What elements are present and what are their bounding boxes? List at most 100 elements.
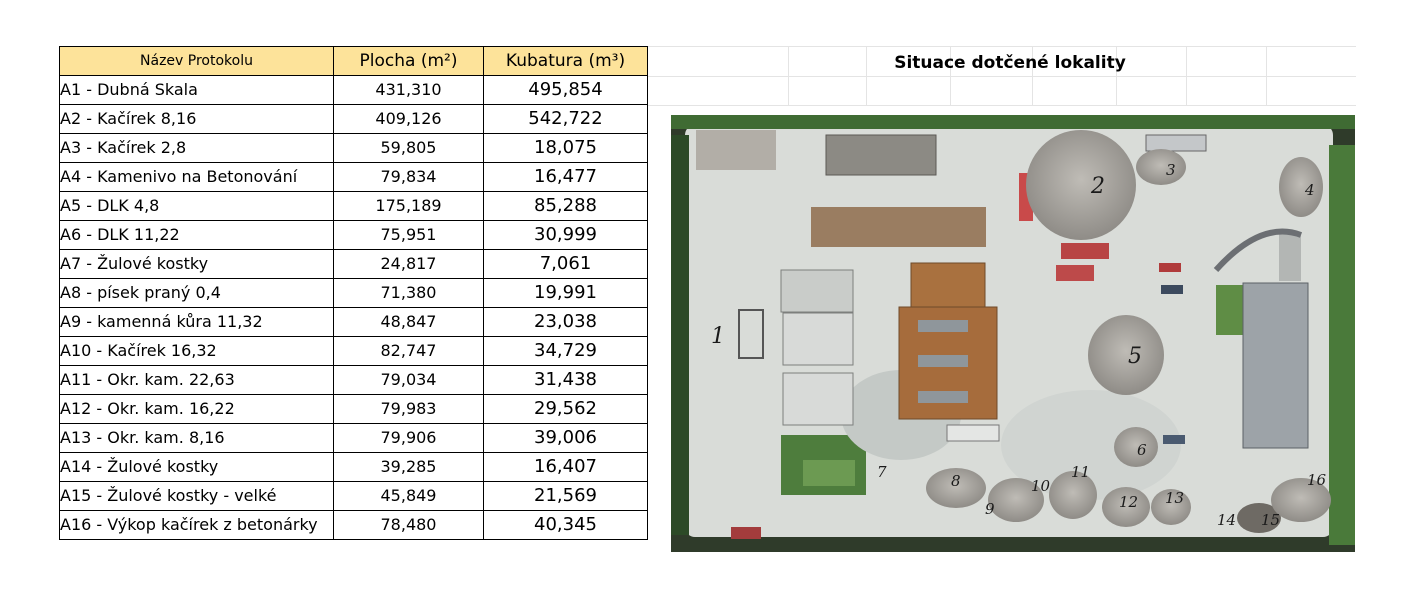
pile-10 [988, 478, 1044, 522]
table-row: A1 - Dubná Skala 431,310 495,854 [59, 75, 648, 105]
car [731, 527, 761, 539]
pile-number-label: 5 [1128, 344, 1142, 369]
cell-area: 78,480 [333, 510, 484, 540]
cell-name: A4 - Kamenivo na Betonování [59, 162, 334, 192]
header-area: Plocha (m²) [333, 46, 484, 76]
cell-volume: 16,407 [483, 452, 648, 482]
map-title: Situace dotčené lokality [894, 53, 1126, 73]
cell-area: 71,380 [333, 278, 484, 308]
cell-area: 79,834 [333, 162, 484, 192]
cell-name: A1 - Dubná Skala [59, 75, 334, 105]
pile-number-label: 6 [1137, 441, 1147, 459]
pile-number-label: 15 [1261, 511, 1280, 529]
truck [1145, 134, 1207, 152]
pond [803, 460, 855, 486]
building-west-1 [780, 269, 854, 313]
solar-panels [918, 320, 968, 332]
cell-volume: 542,722 [483, 104, 648, 134]
pile-number-label: 3 [1166, 161, 1176, 179]
cell-volume: 495,854 [483, 75, 648, 105]
cell-area: 48,847 [333, 307, 484, 337]
solar-panels [918, 355, 968, 367]
table-row: A16 - Výkop kačírek z betonárky 78,480 40,… [59, 510, 648, 540]
pile-number-label: 14 [1217, 511, 1236, 529]
tree-line-right [1329, 145, 1355, 545]
pile-12 [1102, 487, 1150, 527]
table-row: A15 - Žulové kostky - velké 45,849 21,569 [59, 481, 648, 511]
solar-panels [918, 391, 968, 403]
table-row: A5 - DLK 4,8 175,189 85,288 [59, 191, 648, 221]
tank-trailer [1061, 243, 1109, 259]
cell-name: A14 - Žulové kostky [59, 452, 334, 482]
pile-4 [1279, 157, 1323, 217]
table-row: A14 - Žulové kostky 39,285 16,407 [59, 452, 648, 482]
pile-5 [1088, 315, 1164, 395]
lawn-right [1216, 285, 1244, 335]
tree-line-top [671, 115, 1355, 129]
cell-volume: 31,438 [483, 365, 648, 395]
cell-volume: 30,999 [483, 220, 648, 250]
cell-volume: 40,345 [483, 510, 648, 540]
cell-name: A15 - Žulové kostky - velké [59, 481, 334, 511]
tree-line-left [671, 135, 689, 535]
cell-area: 79,034 [333, 365, 484, 395]
pile-number-label: 12 [1119, 493, 1138, 511]
header-volume: Kubatura (m³) [483, 46, 648, 76]
cell-volume: 18,075 [483, 133, 648, 163]
cell-name: A16 - Výkop kačírek z betonárky [59, 510, 334, 540]
machinery-yard [811, 207, 986, 247]
pile-3 [1136, 149, 1186, 185]
cell-volume: 7,061 [483, 249, 648, 279]
cell-volume: 19,991 [483, 278, 648, 308]
building-east-annex [1279, 233, 1301, 281]
cell-name: A12 - Okr. kam. 16,22 [59, 394, 334, 424]
pile-number-label: 4 [1304, 181, 1315, 199]
pile-number-label: 2 [1090, 174, 1105, 199]
pallets [696, 130, 776, 170]
cell-name: A6 - DLK 11,22 [59, 220, 334, 250]
cell-volume: 85,288 [483, 191, 648, 221]
pile-15 [1237, 503, 1281, 533]
cell-volume: 16,477 [483, 162, 648, 192]
pile-2 [1026, 130, 1136, 240]
pile-16 [1271, 478, 1331, 522]
cell-area: 24,817 [333, 249, 484, 279]
cell-area: 79,906 [333, 423, 484, 453]
table-row: A6 - DLK 11,22 75,951 30,999 [59, 220, 648, 250]
cell-name: A8 - písek praný 0,4 [59, 278, 334, 308]
table-row: A10 - Kačírek 16,32 82,747 34,729 [59, 336, 648, 366]
table-row: A8 - písek praný 0,4 71,380 19,991 [59, 278, 648, 308]
cell-area: 431,310 [333, 75, 484, 105]
tank-trailer [1056, 265, 1094, 281]
cell-volume: 39,006 [483, 423, 648, 453]
pile-number-label: 8 [951, 472, 961, 490]
table-row: A7 - Žulové kostky 24,817 7,061 [59, 249, 648, 279]
pile-number-label: 10 [1031, 477, 1051, 495]
cell-volume: 34,729 [483, 336, 648, 366]
pile-number-label: 16 [1307, 471, 1327, 489]
cell-area: 39,285 [333, 452, 484, 482]
header-name: Název Protokolu [59, 46, 334, 76]
cell-name: A7 - Žulové kostky [59, 249, 334, 279]
pile-13 [1151, 489, 1191, 525]
cell-area: 409,126 [333, 104, 484, 134]
pile-11 [1049, 471, 1097, 519]
header-row: Název Protokolu Plocha (m²) Kubatura (m³… [59, 46, 648, 76]
car [1161, 285, 1183, 294]
table-row: A3 - Kačírek 2,8 59,805 18,075 [59, 133, 648, 163]
cell-area: 175,189 [333, 191, 484, 221]
cell-area: 79,983 [333, 394, 484, 424]
covered-shed [1213, 228, 1303, 273]
pile-number-label: 11 [1071, 463, 1090, 481]
cell-area: 82,747 [333, 336, 484, 366]
car [1159, 263, 1181, 272]
conveyor-plant [825, 134, 937, 176]
table-row: A9 - kamenná kůra 11,32 48,847 23,038 [59, 307, 648, 337]
building-west-2 [782, 312, 854, 366]
table-row: A12 - Okr. kam. 16,22 79,983 29,562 [59, 394, 648, 424]
car [1163, 435, 1185, 444]
cell-area: 59,805 [333, 133, 484, 163]
shadow [1001, 390, 1181, 500]
cell-name: A2 - Kačírek 8,16 [59, 104, 334, 134]
cell-area: 75,951 [333, 220, 484, 250]
